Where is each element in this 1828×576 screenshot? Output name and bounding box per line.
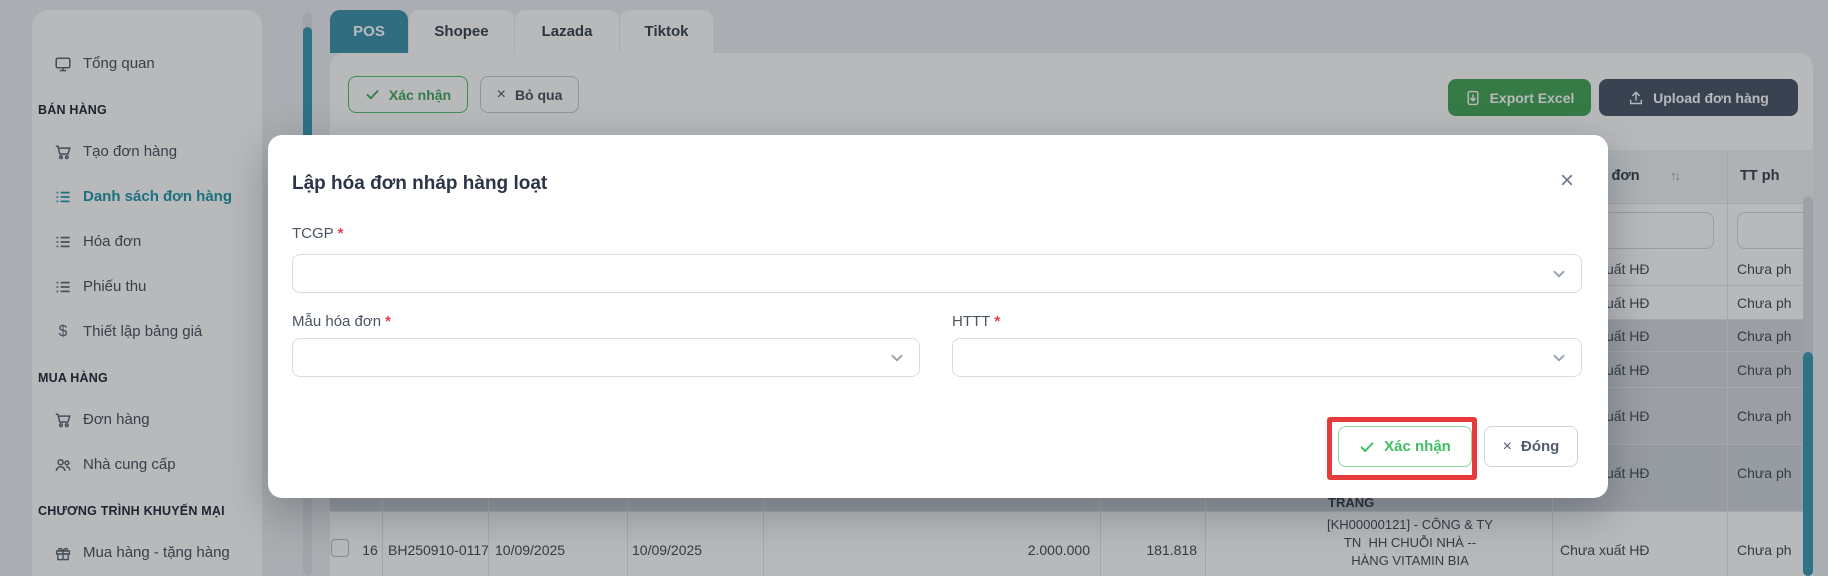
customer-line: [KH00000121] - CÔNG & TY xyxy=(1327,517,1493,532)
invoice-status-cell: Chưa xuất HĐ xyxy=(1560,542,1650,558)
column-header-payment-status[interactable]: TT ph xyxy=(1740,168,1780,184)
sidebar-section-khuyen-mai: CHƯƠNG TRÌNH KHUYẾN MẠI xyxy=(38,504,225,518)
bulk-draft-invoice-modal: Lập hóa đơn nháp hàng loạt × TCGP * Mẫu h… xyxy=(268,135,1608,498)
tab-lazada[interactable]: Lazada xyxy=(515,10,619,53)
payment-status-cell: Chưa ph xyxy=(1737,465,1792,481)
dollar-icon: $ xyxy=(58,322,68,340)
invoice-template-label: Mẫu hóa đơn * xyxy=(292,313,391,330)
content-scrollbar-thumb-left[interactable] xyxy=(303,27,312,139)
sidebar-item-mua-hang-tang-hang[interactable]: Mua hàng - tặng hàng xyxy=(32,530,262,575)
table-scrollbar-thumb[interactable] xyxy=(1803,352,1813,576)
cart-icon xyxy=(55,144,71,159)
gift-icon xyxy=(55,547,71,560)
sidebar-item-label: Đơn hàng xyxy=(83,411,150,428)
users-icon xyxy=(55,458,71,471)
list-icon xyxy=(56,281,70,292)
payment-status-cell: Chưa ph xyxy=(1737,542,1792,558)
chevron-down-icon xyxy=(1550,265,1568,288)
sidebar-item-thiet-lap-bang-gia[interactable]: $ Thiết lập bảng giá xyxy=(32,309,262,354)
row-index-cell: 16 xyxy=(362,542,378,558)
tcgp-select[interactable] xyxy=(292,254,1582,293)
payment-status-filter-input[interactable] xyxy=(1737,212,1813,249)
sort-icon[interactable]: ↑↓ xyxy=(1670,168,1681,183)
sidebar-item-label: Phiếu thu xyxy=(83,278,147,295)
payment-method-select[interactable] xyxy=(952,338,1582,377)
confirm-selected-button[interactable]: Xác nhận xyxy=(348,76,468,113)
total-amount-cell: 2.000.000 xyxy=(1027,542,1090,558)
sidebar-section-ban-hang: BÁN HÀNG xyxy=(38,103,107,117)
amount-cell: 181.818 xyxy=(1146,542,1197,558)
delivery-date-cell: 10/09/2025 xyxy=(632,542,703,558)
modal-title: Lập hóa đơn nháp hàng loạt xyxy=(292,173,548,194)
row-checkbox[interactable] xyxy=(331,539,349,557)
modal-close-button[interactable]: × Đóng xyxy=(1484,426,1578,467)
sidebar-item-label: Danh sách đơn hàng xyxy=(83,188,233,205)
chevron-down-icon xyxy=(888,349,906,372)
upload-orders-button[interactable]: Upload đơn hàng xyxy=(1599,79,1798,116)
sidebar-item-label: Mua hàng - tặng hàng xyxy=(83,544,230,561)
sidebar-item-tao-don-hang[interactable]: Tạo đơn hàng xyxy=(32,129,262,174)
payment-status-cell: Chưa ph xyxy=(1737,408,1792,424)
order-code-cell: BH250910-0117 xyxy=(388,542,489,558)
check-icon xyxy=(366,90,379,100)
list-icon xyxy=(56,236,70,247)
upload-icon xyxy=(1630,91,1643,104)
required-asterisk: * xyxy=(337,225,344,242)
payment-status-cell: Chưa ph xyxy=(1737,260,1792,277)
payment-status-cell: Chưa ph xyxy=(1737,361,1792,378)
sidebar-item-label: Thiết lập bảng giá xyxy=(83,323,203,340)
sidebar-item-label: Tổng quan xyxy=(83,55,155,72)
x-icon: × xyxy=(1502,437,1512,455)
sidebar-section-mua-hang: MUA HÀNG xyxy=(38,371,108,385)
sidebar: Tổng quan BÁN HÀNG Tạo đơn hàng Danh sác… xyxy=(32,10,262,576)
payment-status-cell: Chưa ph xyxy=(1737,327,1792,344)
skip-button[interactable]: × Bỏ qua xyxy=(480,76,579,113)
tab-pos[interactable]: POS xyxy=(330,10,408,53)
tab-tiktok[interactable]: Tiktok xyxy=(620,10,713,53)
required-asterisk: * xyxy=(994,313,1001,330)
channel-tabs: POS Shopee Lazada Tiktok xyxy=(330,10,714,53)
sidebar-item-don-hang[interactable]: Đơn hàng xyxy=(32,397,262,442)
check-icon xyxy=(1360,441,1374,452)
export-excel-button[interactable]: Export Excel xyxy=(1448,79,1591,116)
export-file-icon xyxy=(1467,90,1479,105)
sidebar-item-nha-cung-cap[interactable]: Nhà cung cấp xyxy=(32,442,262,487)
column-divider xyxy=(1727,150,1728,576)
customer-name-tail: TRANG xyxy=(1328,495,1375,510)
monitor-icon xyxy=(55,56,71,71)
annotation-highlight-box xyxy=(1327,417,1477,480)
sidebar-item-label: Hóa đơn xyxy=(83,233,142,250)
customer-line: TN HH CHUỖI NHÀ -- xyxy=(1343,535,1477,550)
list-icon xyxy=(56,191,70,202)
table-row[interactable] xyxy=(330,512,1813,576)
sidebar-item-hoa-don[interactable]: Hóa đơn xyxy=(32,219,262,264)
invoice-template-select[interactable] xyxy=(292,338,920,377)
tab-shopee[interactable]: Shopee xyxy=(409,10,514,53)
tcgp-label: TCGP * xyxy=(292,225,344,242)
payment-method-label: HTTT * xyxy=(952,313,1001,330)
cart-icon xyxy=(55,412,71,427)
sidebar-item-danh-sach-don-hang[interactable]: Danh sách đơn hàng xyxy=(32,174,262,219)
modal-confirm-button[interactable]: Xác nhận xyxy=(1338,426,1472,467)
customer-cell: [KH00000121] - CÔNG & TY TN HH CHUỖI NHÀ… xyxy=(1240,516,1580,570)
customer-line: HÀNG VITAMIN BIA xyxy=(1351,553,1469,568)
sidebar-item-phieu-thu[interactable]: Phiếu thu xyxy=(32,264,262,309)
order-date-cell: 10/09/2025 xyxy=(495,542,566,558)
close-icon[interactable]: × xyxy=(1559,167,1574,194)
chevron-down-icon xyxy=(1550,349,1568,372)
sidebar-item-label: Tạo đơn hàng xyxy=(83,143,178,160)
required-asterisk: * xyxy=(385,313,391,330)
sidebar-item-tong-quan[interactable]: Tổng quan xyxy=(32,41,262,86)
sidebar-item-label: Nhà cung cấp xyxy=(83,456,176,473)
x-icon: × xyxy=(496,85,506,103)
payment-status-cell: Chưa ph xyxy=(1737,294,1792,311)
